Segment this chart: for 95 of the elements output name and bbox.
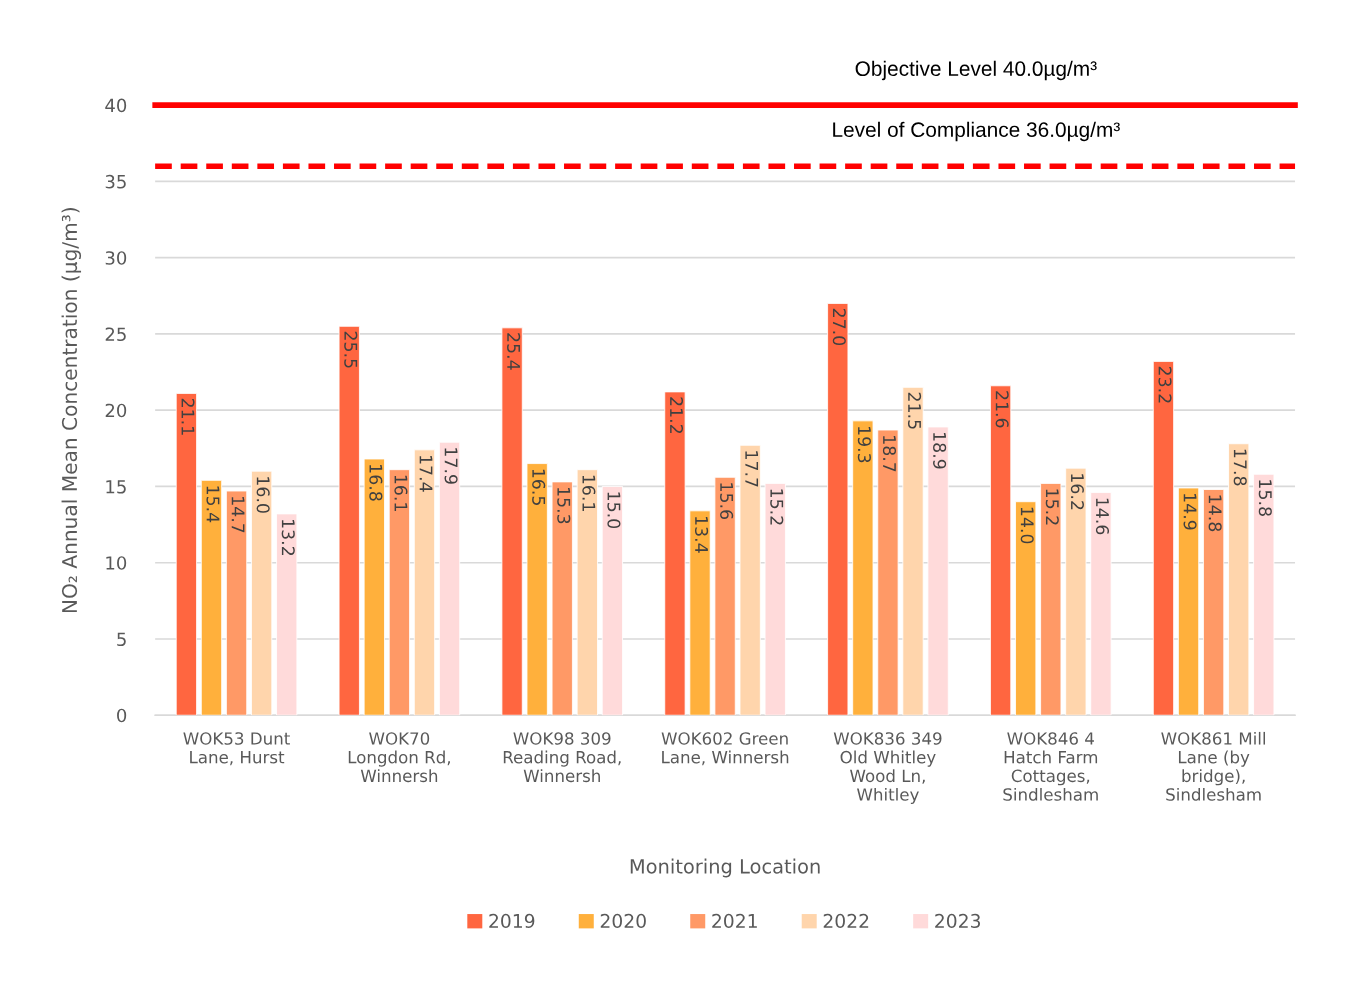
data-label: 16.5	[532, 469, 546, 505]
x-tick-label: WOK70 Longdon Rd, Winnersh	[348, 732, 450, 783]
y-tick-label: 20	[105, 403, 127, 418]
bar	[739, 444, 761, 716]
data-label: 21.2	[670, 397, 684, 433]
x-tick-label: WOK846 4 Hatch Farm Cottages, Sindlesham	[1003, 732, 1098, 801]
x-tick-label: WOK98 309 Reading Road, Winnersh	[503, 732, 621, 783]
x-tick-label: WOK861 Mill Lane (by bridge), Sindlesham	[1161, 731, 1266, 801]
data-label: 15.6	[720, 483, 734, 520]
y-tick-label: 15	[106, 480, 126, 494]
x-tick-label: WOK836 349 Old Whitley Wood Ln, Whitley	[833, 732, 942, 805]
bar	[1090, 492, 1112, 716]
data-label: 25.4	[507, 333, 521, 370]
y-tick-label: 40	[105, 98, 127, 113]
data-label: 16.2	[1070, 474, 1084, 510]
bar	[388, 469, 410, 716]
x-axis-title: Monitoring Location	[630, 858, 820, 878]
data-label: 16.1	[582, 475, 596, 511]
x-tick-label: WOK53 Dunt Lane, Hurst	[183, 732, 290, 766]
data-label: 15.8	[1258, 480, 1272, 516]
bar	[551, 481, 573, 716]
bar	[902, 386, 924, 716]
bar	[689, 510, 711, 716]
y-tick-label: 35	[105, 174, 126, 189]
data-label: 19.3	[857, 426, 871, 463]
data-label: 14.8	[1208, 495, 1222, 532]
legend-label: 2020	[600, 913, 646, 928]
bar	[1253, 473, 1275, 716]
ref-line-label: Level of Compliance 36.0µg/m³	[833, 121, 1120, 142]
bar	[1040, 482, 1062, 716]
data-label: 15.4	[206, 486, 220, 523]
y-tick-label: 10	[106, 556, 127, 570]
data-label: 14.0	[1020, 507, 1034, 544]
y-axis-title: NO₂ Annual Mean Concentration (µg/m³)	[61, 208, 82, 613]
x-tick-label: WOK602 Green Lane, Winnersh	[661, 732, 789, 766]
bar	[827, 303, 849, 716]
data-label: 23.2	[1158, 366, 1172, 403]
data-label: 17.9	[444, 448, 458, 484]
data-label: 21.6	[995, 391, 1009, 428]
bar	[764, 482, 786, 716]
legend-label: 2021	[712, 913, 757, 928]
bar	[601, 486, 623, 716]
legend-label: 2019	[489, 913, 535, 928]
bar	[526, 463, 548, 716]
legend-label: 2023	[935, 913, 981, 928]
bar	[927, 426, 949, 716]
y-tick-label: 25	[105, 327, 126, 342]
bar	[1177, 487, 1200, 716]
data-label: 17.4	[419, 455, 433, 492]
bar	[852, 420, 874, 716]
data-label: 16.8	[369, 465, 383, 501]
data-label: 14.9	[1183, 494, 1197, 530]
legend-label: 2022	[823, 913, 869, 928]
data-label: 17.7	[745, 451, 759, 487]
data-label: 16.1	[394, 475, 408, 511]
bar	[1203, 489, 1225, 716]
y-tick-label: 5	[117, 632, 126, 647]
data-label: 15.2	[1045, 489, 1059, 525]
bar	[1015, 501, 1037, 716]
data-label: 21.1	[181, 398, 195, 435]
bar	[576, 469, 598, 716]
bar	[200, 479, 223, 716]
bar	[664, 391, 686, 716]
data-label: 14.7	[231, 497, 245, 533]
bar	[438, 441, 461, 716]
data-label: 21.5	[907, 392, 922, 429]
bar	[877, 429, 899, 716]
data-label: 15.3	[557, 487, 571, 524]
bar	[338, 325, 360, 716]
data-label: 25.5	[344, 331, 358, 368]
bar	[363, 458, 385, 716]
bar	[1065, 467, 1087, 716]
data-label: 17.8	[1233, 449, 1247, 486]
data-label: 16.0	[256, 477, 270, 513]
bar	[1228, 443, 1250, 716]
bar	[990, 385, 1012, 716]
ref-line-label: Objective Level 40.0µg/m³	[855, 60, 1097, 81]
bar	[251, 470, 273, 716]
bar	[225, 490, 248, 716]
data-label: 15.2	[770, 489, 784, 525]
bar	[175, 392, 197, 716]
bar	[413, 449, 436, 716]
data-label: 13.4	[694, 516, 709, 553]
bar	[501, 327, 523, 716]
bar	[714, 476, 736, 716]
data-label: 18.7	[882, 436, 897, 472]
data-label: 15.0	[607, 492, 621, 529]
bar	[276, 513, 298, 716]
data-label: 13.2	[281, 519, 295, 555]
data-label: 18.9	[933, 433, 947, 469]
data-label: 27.0	[832, 308, 846, 346]
y-tick-label: 30	[105, 251, 127, 265]
bar	[1152, 360, 1175, 716]
y-tick-label: 0	[117, 708, 127, 723]
data-label: 14.6	[1095, 498, 1110, 535]
